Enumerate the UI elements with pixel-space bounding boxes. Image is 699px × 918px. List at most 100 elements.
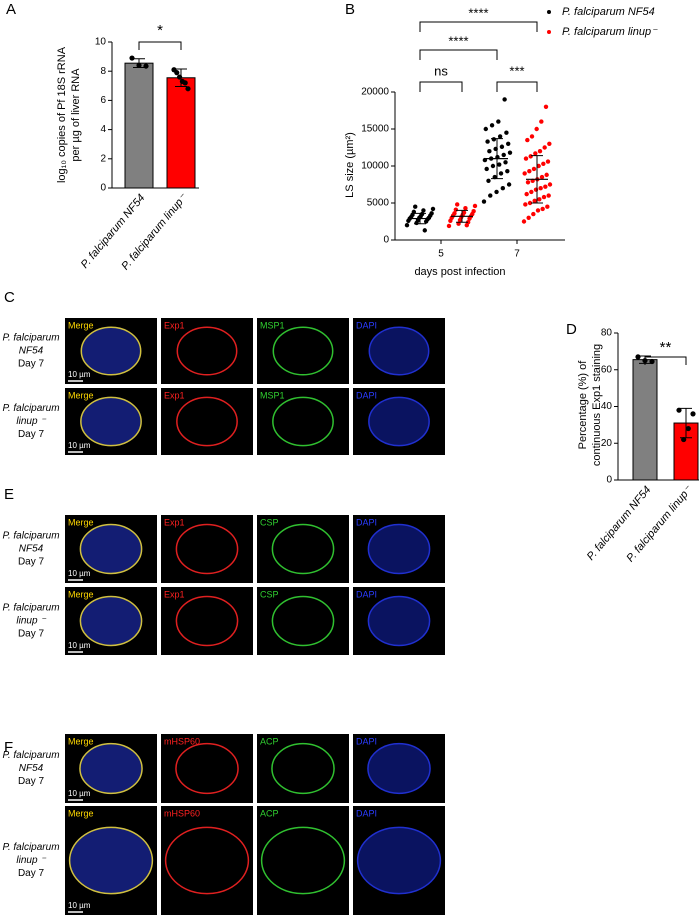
channel-label: ACP bbox=[260, 808, 279, 818]
x-tick-label: 5 bbox=[438, 249, 444, 260]
channel-label: DAPI bbox=[356, 320, 377, 330]
data-point bbox=[685, 425, 691, 432]
data-point bbox=[484, 166, 489, 172]
legend-marker bbox=[547, 10, 551, 14]
data-point bbox=[529, 189, 534, 195]
significance-bracket bbox=[419, 49, 498, 60]
data-point bbox=[529, 134, 535, 139]
panel-label: A bbox=[6, 1, 16, 18]
data-point bbox=[544, 172, 549, 178]
y-tick-label: 6 bbox=[100, 95, 106, 106]
channel-label: Exp1 bbox=[164, 589, 185, 599]
channel-label: Merge bbox=[68, 517, 94, 527]
sample-label: NF54 bbox=[19, 346, 44, 357]
cell-signal bbox=[271, 742, 335, 795]
channel-label: DAPI bbox=[356, 808, 377, 818]
data-point bbox=[177, 74, 183, 80]
data-point bbox=[681, 436, 687, 443]
significance-bracket bbox=[419, 81, 463, 92]
channel-label: Merge bbox=[68, 589, 94, 599]
sample-label: linup ⁻ bbox=[16, 855, 46, 866]
y-tick-label: 15000 bbox=[361, 124, 389, 135]
data-point bbox=[494, 189, 499, 195]
cell-signal bbox=[175, 595, 239, 647]
x-axis-label: days post infection bbox=[414, 266, 505, 278]
data-point bbox=[635, 354, 641, 360]
sample-label: linup ⁻ bbox=[16, 416, 46, 427]
data-point bbox=[527, 200, 533, 206]
channel-label: DAPI bbox=[356, 589, 377, 599]
x-tick-label: 7 bbox=[514, 249, 520, 260]
data-point bbox=[422, 228, 427, 233]
data-point bbox=[413, 204, 418, 209]
cell-signal bbox=[176, 396, 238, 447]
sd-bar bbox=[456, 209, 468, 223]
legend-label: P. falciparum NF54 bbox=[562, 6, 655, 18]
data-point bbox=[430, 206, 436, 212]
data-point bbox=[547, 182, 553, 187]
y-tick-label: 2 bbox=[100, 153, 106, 164]
cell-signal bbox=[175, 742, 239, 795]
y-tick-label: 20 bbox=[601, 438, 613, 449]
sample-label: Day 7 bbox=[18, 557, 45, 568]
data-point bbox=[499, 144, 505, 149]
data-point bbox=[490, 163, 496, 169]
data-point bbox=[471, 208, 476, 214]
data-point bbox=[527, 168, 532, 174]
data-point bbox=[487, 149, 492, 154]
data-point bbox=[542, 145, 547, 150]
channel-label: DAPI bbox=[356, 390, 377, 400]
channel-label: CSP bbox=[260, 517, 279, 527]
significance-bracket bbox=[419, 21, 538, 32]
data-point bbox=[690, 411, 696, 417]
cell-signal bbox=[368, 326, 430, 376]
cell-signal bbox=[79, 595, 143, 647]
sample-label: P. falciparum bbox=[2, 603, 59, 614]
data-point bbox=[129, 55, 135, 61]
data-point bbox=[531, 166, 537, 172]
sample-label: Day 7 bbox=[18, 629, 45, 640]
cell-signal bbox=[79, 523, 143, 575]
micrograph bbox=[161, 318, 253, 384]
channel-label: Merge bbox=[68, 808, 94, 818]
bar bbox=[124, 62, 154, 189]
y-axis-label: continuous Exp1 staining bbox=[591, 344, 603, 466]
data-point bbox=[526, 215, 531, 220]
data-point bbox=[545, 159, 551, 164]
data-point bbox=[523, 156, 529, 161]
cell-signal bbox=[80, 396, 142, 447]
data-point bbox=[539, 119, 544, 124]
data-point bbox=[533, 151, 538, 156]
data-point bbox=[472, 203, 478, 209]
channel-label: Exp1 bbox=[164, 390, 185, 400]
channel-label: mHSP60 bbox=[164, 736, 200, 746]
data-point bbox=[500, 186, 506, 191]
data-point bbox=[532, 198, 537, 203]
cell-signal bbox=[80, 326, 142, 376]
sample-label: Day 7 bbox=[18, 359, 45, 370]
data-point bbox=[524, 191, 529, 197]
significance-bracket bbox=[496, 81, 538, 92]
sd-bar bbox=[414, 212, 426, 225]
data-point bbox=[506, 141, 511, 146]
data-point bbox=[464, 223, 469, 228]
data-point bbox=[528, 154, 533, 159]
sample-label: Day 7 bbox=[18, 868, 45, 879]
data-point bbox=[539, 174, 545, 180]
micrograph bbox=[257, 318, 349, 384]
data-point bbox=[485, 139, 490, 144]
data-point bbox=[537, 149, 543, 154]
cell-signal bbox=[356, 826, 442, 895]
sample-label: P. falciparum bbox=[2, 750, 59, 761]
data-point bbox=[533, 187, 539, 192]
panel-label: F bbox=[4, 739, 13, 756]
data-point bbox=[501, 152, 506, 158]
data-point bbox=[136, 62, 142, 68]
data-point bbox=[543, 184, 548, 189]
cell-signal bbox=[271, 595, 335, 647]
cell-signal bbox=[367, 595, 431, 647]
scale-bar-label: 10 µm bbox=[68, 789, 91, 798]
sample-label: P. falciparum bbox=[2, 403, 59, 414]
data-point bbox=[452, 211, 457, 216]
